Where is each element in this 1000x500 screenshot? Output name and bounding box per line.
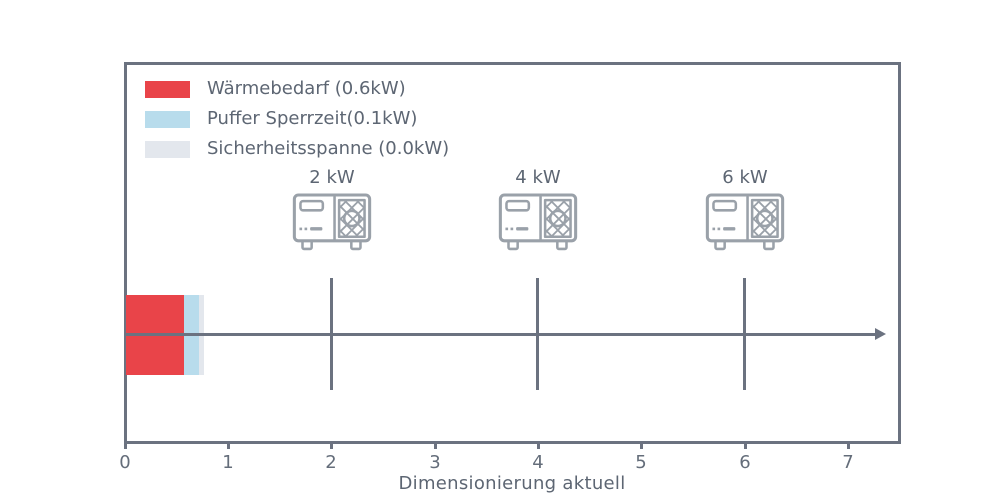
legend-label: Sicherheitsspanne (0.0kW) [207, 138, 450, 159]
x-tick [434, 443, 437, 449]
arrow-head-icon [875, 328, 886, 340]
x-tick-label: 5 [635, 452, 647, 473]
legend-item: Wärmebedarf (0.6kW) [145, 79, 449, 99]
heat-pump-option-6kw: 6 kW [697, 167, 793, 252]
heat-pump-icon [705, 193, 785, 251]
legend-item: Puffer Sperrzeit(0.1kW) [145, 109, 449, 129]
x-tick-label: 3 [429, 452, 441, 473]
x-tick-label: 6 [739, 452, 751, 473]
heat-pump-size-label: 2 kW [309, 167, 355, 188]
heat-pump-size-label: 4 kW [515, 167, 561, 188]
heat-pump-option-2kw: 2 kW [284, 167, 380, 252]
x-tick-label: 4 [532, 452, 544, 473]
x-tick [227, 443, 230, 449]
x-tick [124, 443, 127, 449]
x-axis-title: Dimensionierung aktuell [398, 473, 626, 494]
heat-pump-option-4kw: 4 kW [490, 167, 586, 252]
x-tick [847, 443, 850, 449]
legend-label: Puffer Sperrzeit(0.1kW) [207, 108, 418, 129]
x-tick-label: 7 [842, 452, 854, 473]
x-tick-label: 0 [119, 452, 131, 473]
legend-label: Wärmebedarf (0.6kW) [207, 78, 406, 99]
legend-swatch-sicherheitsspanne [145, 140, 190, 158]
x-tick-label: 1 [222, 452, 234, 473]
legend-item: Sicherheitsspanne (0.0kW) [145, 139, 449, 159]
legend-swatch-waermebedarf [145, 80, 190, 98]
legend-swatch-puffer-sperrzeit [145, 110, 190, 128]
heat-pump-icon [292, 193, 372, 251]
x-tick-label: 2 [325, 452, 337, 473]
heat-pump-size-label: 6 kW [722, 167, 768, 188]
plot-area-border [124, 62, 901, 444]
x-tick [744, 443, 747, 449]
x-tick [537, 443, 540, 449]
x-tick [330, 443, 333, 449]
heat-pump-icon [498, 193, 578, 251]
x-axis-arrow-line [125, 333, 876, 336]
x-tick [640, 443, 643, 449]
legend: Wärmebedarf (0.6kW) Puffer Sperrzeit(0.1… [145, 79, 449, 169]
